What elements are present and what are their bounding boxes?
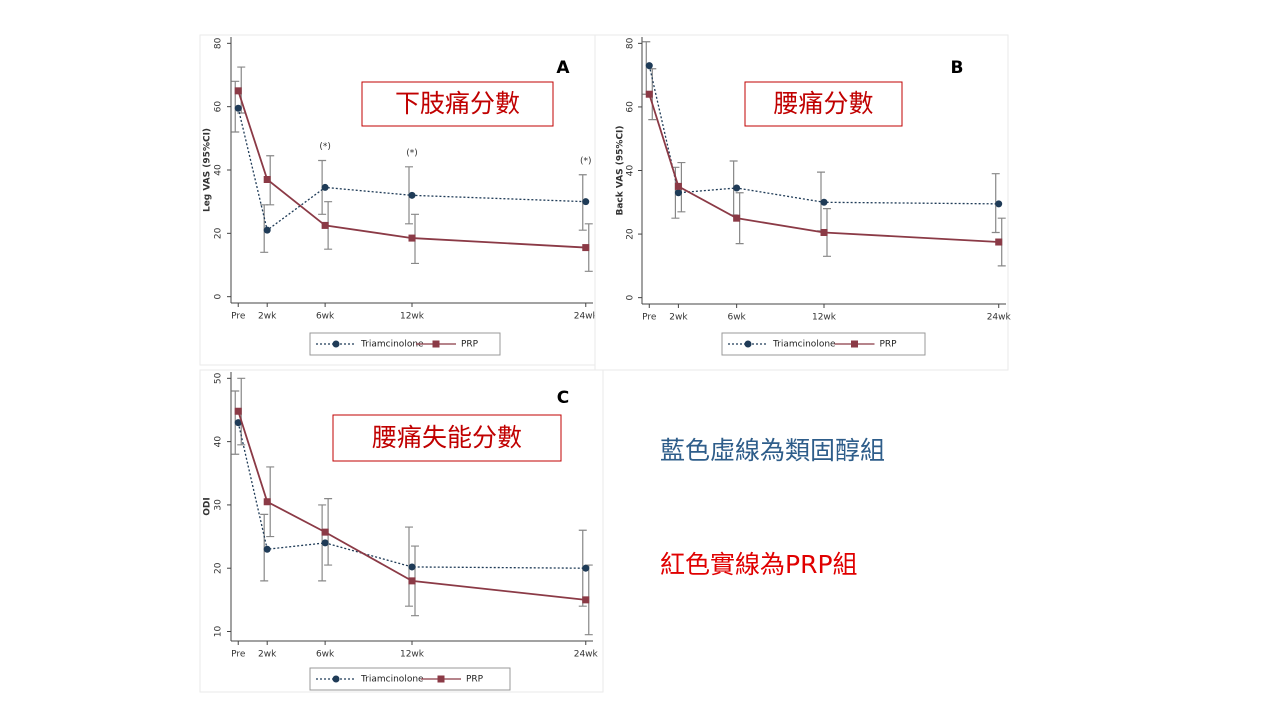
marker	[263, 226, 271, 234]
marker	[321, 539, 329, 547]
title-box	[332, 414, 562, 462]
legend-box	[309, 667, 511, 691]
x-tick-label: 6wk	[316, 312, 335, 322]
legend-marker	[744, 340, 752, 348]
legend-marker	[432, 340, 440, 348]
x-tick-label: 12wk	[400, 650, 425, 660]
y-tick-label: 0	[626, 295, 636, 301]
marker	[408, 577, 416, 585]
marker	[582, 596, 590, 604]
marker	[321, 183, 329, 191]
marker	[995, 200, 1003, 208]
marker	[263, 545, 271, 553]
legend-marker	[851, 340, 858, 348]
marker	[645, 90, 653, 98]
marker	[820, 228, 828, 236]
marker	[234, 87, 242, 95]
y-tick-label: 30	[214, 499, 224, 511]
y-axis-label: Leg VAS (95%CI)	[203, 128, 213, 212]
title-box	[744, 81, 903, 127]
y-tick-label: 20	[626, 228, 636, 240]
y-tick-label: 20	[214, 562, 224, 574]
annotation: (*)	[319, 142, 331, 152]
x-tick-label: 24wk	[574, 650, 599, 660]
x-tick-label: 6wk	[727, 313, 746, 323]
y-tick-label: 40	[626, 165, 636, 177]
y-tick-label: 40	[214, 436, 224, 448]
annotation: (*)	[580, 156, 592, 166]
legend-label: Triamcinolone	[360, 675, 424, 685]
y-tick-label: 60	[214, 101, 224, 113]
marker	[263, 498, 271, 506]
marker	[234, 407, 242, 415]
x-tick-label: 2wk	[669, 313, 688, 323]
marker	[674, 182, 682, 190]
marker	[408, 234, 416, 242]
marker	[674, 189, 682, 197]
y-tick-label: 0	[214, 294, 224, 300]
marker	[408, 191, 416, 199]
marker	[582, 564, 590, 572]
chart-title: 腰痛失能分數	[372, 423, 522, 452]
y-tick-label: 60	[626, 101, 636, 113]
marker	[733, 184, 741, 192]
note: 紅色實線為PRP組	[660, 550, 858, 579]
marker	[263, 176, 271, 183]
marker	[645, 62, 653, 70]
chart-title: 腰痛分數	[773, 89, 873, 118]
legend-marker	[332, 340, 340, 348]
y-tick-label: 10	[214, 626, 224, 638]
y-tick-label: 40	[214, 164, 224, 176]
legend-label: PRP	[880, 340, 898, 350]
x-tick-label: 2wk	[258, 312, 277, 322]
legend-marker	[332, 675, 340, 683]
marker	[321, 528, 329, 536]
marker	[582, 198, 590, 206]
marker	[234, 104, 242, 112]
legend-marker	[437, 675, 445, 683]
marker	[321, 221, 329, 229]
x-tick-label: Pre	[231, 650, 246, 660]
panel-label: B	[951, 58, 964, 78]
y-axis-label: Back VAS (95%CI)	[616, 125, 626, 215]
x-tick-label: 2wk	[258, 650, 277, 660]
marker	[995, 238, 1003, 246]
marker	[408, 563, 416, 571]
x-tick-label: 12wk	[400, 312, 425, 322]
marker	[582, 244, 590, 252]
marker	[733, 214, 741, 222]
note: 藍色虛線為類固醇組	[660, 436, 885, 465]
y-tick-label: 20	[214, 227, 224, 239]
y-axis-label: ODI	[203, 497, 213, 515]
x-tick-label: 24wk	[987, 313, 1012, 323]
title-box	[361, 81, 554, 127]
legend-label: PRP	[461, 340, 479, 350]
chart-title: 下肢痛分數	[395, 89, 520, 118]
marker	[234, 419, 242, 427]
x-tick-label: Pre	[231, 312, 246, 322]
legend-label: Triamcinolone	[772, 340, 836, 350]
legend-label: Triamcinolone	[360, 340, 424, 350]
marker	[820, 198, 828, 206]
annotation: (*)	[406, 148, 418, 158]
x-tick-label: 24wk	[574, 312, 599, 322]
legend-box	[721, 332, 926, 356]
legend-box	[309, 332, 501, 356]
panel-label: C	[557, 388, 569, 408]
y-tick-label: 50	[214, 372, 224, 384]
y-tick-label: 80	[626, 37, 636, 49]
x-tick-label: Pre	[642, 313, 657, 323]
y-tick-label: 80	[214, 37, 224, 49]
x-tick-label: 6wk	[316, 650, 335, 660]
legend-label: PRP	[466, 675, 484, 685]
x-tick-label: 12wk	[812, 313, 837, 323]
panel-label: A	[556, 58, 570, 78]
